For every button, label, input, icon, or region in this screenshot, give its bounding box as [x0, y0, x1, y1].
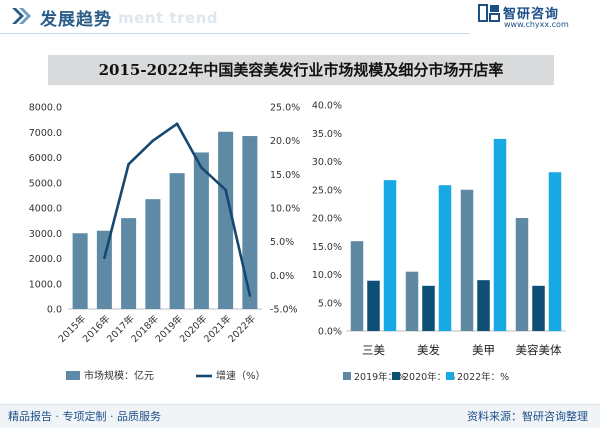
header: ment trend 发展趋势 智研咨询 www.chyxx.com — [0, 0, 600, 34]
footer-bar — [0, 404, 600, 428]
bar-market-size — [145, 199, 161, 309]
bar-open-rate-2020 — [477, 280, 490, 331]
legend-label-growth-rate: 增速（%） — [216, 369, 266, 382]
legend-label-1: 2020年：% — [403, 371, 455, 383]
y-tick-left: 1000.0 — [29, 279, 62, 290]
bar-market-size — [96, 230, 112, 309]
y-tick-right-chart: 30.0% — [312, 157, 342, 168]
y-tick-right: 20.0% — [270, 136, 300, 147]
legend-label-market-size: 市场规模：亿元 — [84, 369, 154, 382]
x-category-label: 三美 — [362, 343, 385, 357]
point-growth-rate — [175, 122, 179, 126]
legend-label-2: 2022年：% — [457, 371, 509, 383]
bar-open-rate-2020 — [367, 280, 380, 331]
header-divider — [0, 33, 470, 34]
y-tick-left: 0.0 — [47, 305, 62, 316]
bar-open-rate-2019 — [460, 189, 474, 331]
chevron-mark-icon — [12, 8, 31, 24]
point-growth-rate — [224, 188, 227, 192]
y-tick-right-chart: 20.0% — [312, 214, 342, 225]
y-tick-right: 15.0% — [270, 170, 300, 181]
x-category-label: 美容美体 — [516, 343, 562, 357]
y-tick-right-chart: 0.0% — [318, 327, 342, 338]
chart-title-bar: 2015-2022年中国美容美发行业市场规模及细分市场开店率 — [48, 55, 554, 85]
bar-open-rate-2022 — [493, 138, 507, 331]
bar-market-size — [72, 233, 88, 309]
legend-swatch-1 — [392, 372, 400, 380]
point-growth-rate — [248, 294, 252, 297]
bar-market-size — [218, 131, 234, 309]
footer-source: 资料来源：智研咨询整理 — [467, 410, 588, 423]
y-tick-left: 4000.0 — [29, 204, 62, 215]
brand[interactable]: 智研咨询 www.chyxx.com — [478, 3, 586, 33]
bar-market-size — [169, 173, 185, 309]
legend-swatch-0 — [343, 372, 351, 380]
y-tick-right: 10.0% — [270, 204, 300, 215]
y-tick-right: 5.0% — [270, 237, 294, 248]
y-tick-right-chart: 25.0% — [312, 185, 342, 196]
header-ghost-text: ment trend — [118, 9, 219, 27]
brand-url: www.chyxx.com — [504, 20, 569, 29]
footer-slogan: 精品报告 · 专项定制 · 品质服务 — [8, 410, 161, 423]
y-tick-left: 7000.0 — [29, 128, 62, 139]
section-title: 发展趋势 — [40, 10, 112, 30]
y-tick-left: 3000.0 — [29, 229, 62, 240]
y-tick-right: -5.0% — [270, 305, 298, 316]
point-growth-rate — [200, 166, 203, 169]
point-growth-rate — [103, 256, 106, 260]
bar-open-rate-2019 — [405, 271, 419, 331]
bar-open-rate-2022 — [548, 172, 562, 331]
y-tick-right-chart: 35.0% — [312, 129, 342, 140]
bar-market-size — [121, 218, 137, 309]
brand-name: 智研咨询 — [503, 7, 560, 22]
y-tick-left: 6000.0 — [29, 153, 62, 164]
point-growth-rate — [151, 139, 155, 142]
x-category-label: 美发 — [417, 343, 440, 357]
bar-open-rate-2022 — [438, 185, 452, 331]
x-tick-label: 2022年 — [226, 312, 259, 345]
y-tick-right: 25.0% — [270, 103, 300, 114]
y-tick-right: 0.0% — [270, 271, 294, 282]
brand-logo-icon — [478, 4, 500, 22]
bar-market-size — [242, 136, 258, 309]
bar-open-rate-2020 — [532, 285, 545, 331]
y-tick-right-chart: 15.0% — [312, 242, 342, 253]
bar-market-size — [193, 152, 209, 309]
y-tick-right-chart: 40.0% — [312, 101, 342, 112]
y-tick-right-chart: 5.0% — [318, 298, 342, 309]
bar-open-rate-2019 — [515, 218, 529, 331]
point-growth-rate — [127, 162, 130, 166]
bar-open-rate-2020 — [422, 285, 435, 331]
legend-swatch-2 — [446, 372, 454, 380]
y-tick-left: 2000.0 — [29, 254, 62, 265]
bar-open-rate-2022 — [383, 180, 397, 331]
chart-title: 2015-2022年中国美容美发行业市场规模及细分市场开店率 — [98, 61, 504, 79]
y-tick-left: 8000.0 — [29, 103, 62, 114]
legend-swatch-market-size — [66, 371, 80, 380]
y-tick-right-chart: 10.0% — [312, 270, 342, 281]
x-category-label: 美甲 — [472, 343, 495, 357]
bar-open-rate-2019 — [350, 241, 364, 331]
y-tick-left: 5000.0 — [29, 178, 62, 189]
